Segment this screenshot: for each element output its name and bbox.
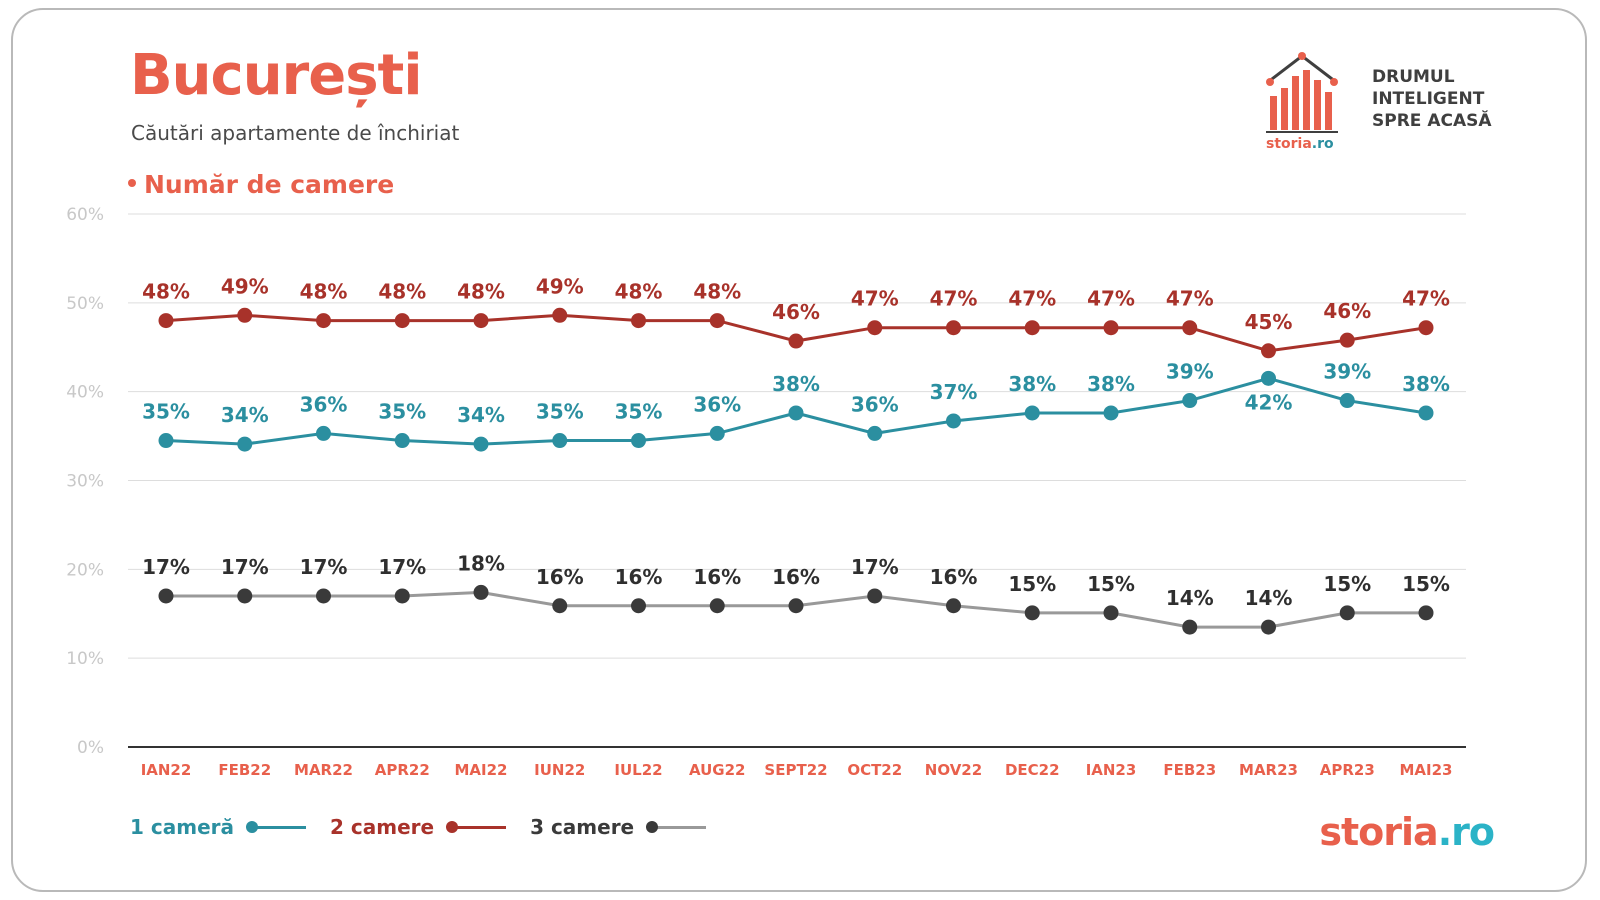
legend-label: 1 cameră	[130, 815, 234, 839]
logo-small-brand-tld: .ro	[1311, 136, 1334, 152]
section-label-text: Număr de camere	[144, 170, 395, 199]
page-subtitle: Căutări apartamente de închiriat	[131, 121, 460, 145]
legend-swatch-1-camera	[246, 821, 306, 833]
legend-label: 3 camere	[530, 815, 635, 839]
legend-item-1-camera: 1 cameră	[130, 815, 306, 839]
house-bar-chart-icon	[1266, 52, 1338, 133]
brand-logo-main: storia	[1319, 810, 1438, 854]
legend-swatch-2-camere	[446, 821, 507, 833]
logo-tagline: DRUMUL INTELIGENT SPRE ACASĂ	[1372, 67, 1492, 131]
brand-logo: storia.ro	[1319, 810, 1495, 854]
section-label: Număr de camere	[128, 170, 394, 199]
logo-small-brand-main: storia	[1266, 136, 1312, 152]
legend-label: 2 camere	[330, 815, 435, 839]
bullet-icon	[128, 179, 136, 187]
brand-logo-tld: .ro	[1437, 810, 1495, 854]
chart-card	[11, 8, 1587, 892]
top-logo: DRUMUL INTELIGENT SPRE ACASĂ storia.ro	[1266, 52, 1500, 162]
page-title: București	[130, 43, 423, 108]
logo-small-brand: storia.ro	[1266, 136, 1334, 152]
legend-swatch-3-camere	[646, 821, 707, 833]
legend: 1 cameră 2 camere 3 camere	[130, 815, 730, 839]
legend-item-2-camere: 2 camere	[330, 815, 507, 839]
legend-item-3-camere: 3 camere	[530, 815, 707, 839]
